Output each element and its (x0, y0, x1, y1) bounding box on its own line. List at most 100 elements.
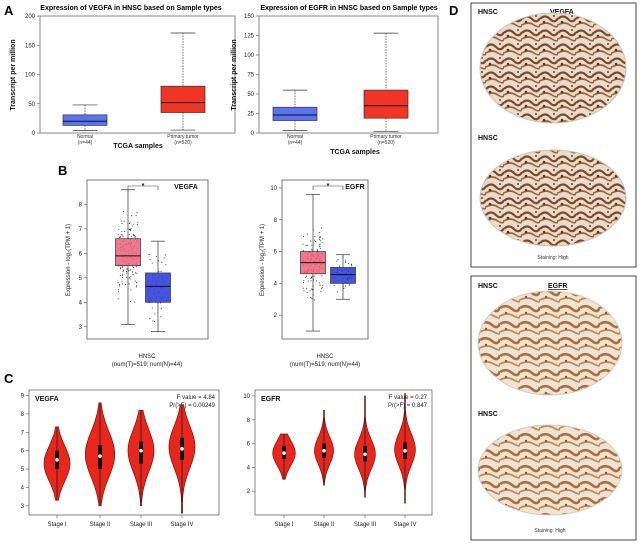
staining-label: Staining: High (537, 255, 568, 261)
data-point (303, 290, 305, 292)
data-point (136, 224, 138, 226)
data-point (137, 221, 139, 223)
y-tick-label: 50 (28, 102, 35, 108)
x-category-label: Stage II (314, 522, 335, 528)
data-point (310, 280, 312, 282)
x-axis-label: HNSC (316, 354, 334, 360)
y-axis-label: Transcript per million (231, 39, 238, 110)
data-point (123, 220, 125, 222)
data-point (121, 230, 123, 232)
tumor-label-2: HNSC (478, 411, 498, 418)
data-point (316, 280, 318, 282)
data-point (122, 273, 124, 275)
data-point (124, 283, 126, 286)
y-tick-label: 25 (247, 112, 254, 118)
ihc-vegfa-box: HNSC VEGFA HNSC Staining: High (470, 2, 637, 268)
data-point (153, 320, 156, 323)
data-point (351, 265, 353, 267)
boxes (300, 193, 356, 332)
y-ticks: 2 4 6 8 10 (243, 394, 255, 495)
data-point (132, 274, 134, 276)
data-point (149, 259, 151, 261)
y-tick-label: 8 (274, 218, 278, 224)
data-point (318, 244, 320, 246)
data-point (122, 266, 124, 268)
violin-median-point (322, 448, 326, 453)
data-point (152, 320, 154, 322)
violins (272, 393, 416, 504)
data-point (135, 286, 137, 288)
violins (43, 402, 196, 514)
x-category-label: Primary tumor (167, 134, 199, 140)
data-point (121, 220, 123, 222)
data-point (130, 229, 132, 231)
plot-frame (254, 389, 433, 516)
x-category-label: Primary tumor (370, 134, 402, 140)
x-category-count: (n=520) (174, 140, 192, 146)
y-axis-label: Expression - log₂(TPM + 1) (260, 224, 266, 296)
panel-label-d: D (449, 3, 458, 18)
x-category-label: Normal (77, 134, 93, 140)
x-category-label: Stage II (90, 522, 111, 528)
data-point (306, 291, 308, 293)
data-point (311, 248, 313, 250)
data-point (310, 276, 313, 279)
y-ticks: 0 25 50 75 100 125 150 (244, 14, 259, 137)
data-point (119, 283, 121, 285)
data-point (122, 271, 124, 273)
x-category-count: (n=520) (377, 140, 395, 146)
x-categories: Normal(n=44) Primary tumor(n=520) (77, 134, 199, 146)
data-point (131, 215, 133, 217)
data-point (129, 276, 131, 278)
significance-star: * (142, 183, 145, 190)
data-point (149, 318, 151, 320)
data-point (125, 272, 127, 274)
data-point (120, 267, 122, 269)
data-point (136, 272, 138, 274)
y-tick-label: 10 (243, 394, 250, 400)
data-point (130, 289, 132, 291)
boxes (62, 32, 206, 132)
data-point (303, 279, 305, 282)
data-point (314, 240, 316, 242)
y-tick-label: 3 (21, 504, 25, 510)
data-point (319, 243, 321, 245)
panel-label-a: A (4, 3, 14, 18)
data-point (131, 271, 134, 273)
data-point (119, 285, 121, 287)
data-point (306, 275, 308, 277)
x-category-label: Stage I (274, 522, 293, 528)
data-point (160, 316, 162, 318)
data-point (348, 285, 350, 287)
gene-label: VEGFA (35, 396, 59, 403)
tissue-core-2 (479, 149, 627, 247)
data-point (344, 261, 346, 263)
x-category-label: Stage III (354, 522, 377, 528)
data-point (319, 246, 321, 248)
y-tick-label: 9 (21, 394, 25, 400)
gene-label: VEGFA (550, 9, 574, 16)
data-point (120, 234, 122, 236)
data-point (318, 231, 320, 233)
data-point (121, 234, 123, 236)
data-point (336, 260, 338, 262)
data-point (134, 235, 136, 237)
y-tick-label: 7 (79, 227, 83, 233)
plot-frame (28, 389, 220, 516)
data-point (313, 275, 315, 277)
violin-median-point (282, 451, 286, 455)
plot-frame (281, 179, 369, 340)
y-tick-label: 0 (251, 131, 255, 137)
data-point (333, 285, 335, 287)
x-category-label: Normal (287, 134, 303, 140)
x-categories: Stage I Stage II Stage III Stage IV (274, 515, 417, 528)
data-point (134, 237, 136, 239)
data-point (135, 214, 137, 216)
box (115, 238, 141, 266)
boxes (115, 189, 171, 333)
data-point (128, 283, 130, 285)
data-point (320, 227, 323, 229)
data-point (117, 291, 120, 293)
p-value: Pr(>F) = 0.847 (388, 403, 428, 409)
f-value: F value = 0.27 (389, 395, 428, 401)
